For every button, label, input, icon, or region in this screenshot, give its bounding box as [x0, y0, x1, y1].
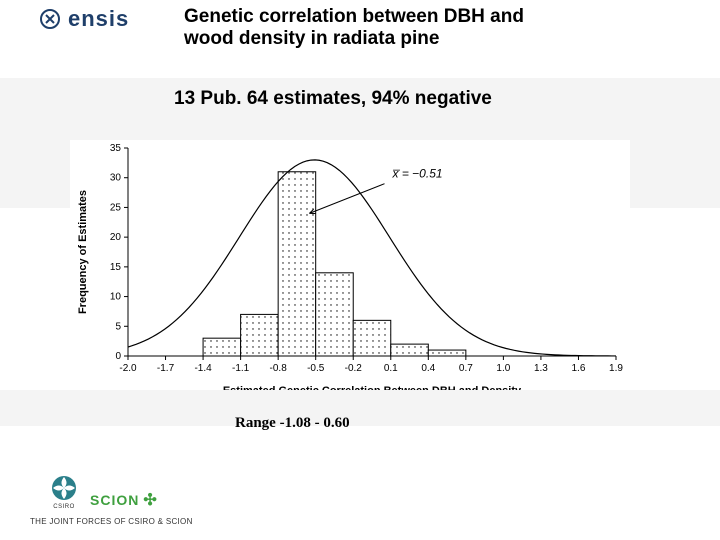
svg-text:15: 15 — [110, 262, 122, 273]
footer-logos: CSIRO SCION ✣ — [50, 474, 158, 510]
scion-logo: SCION ✣ — [90, 490, 158, 510]
title-line-2: wood density in radiata pine — [184, 28, 684, 50]
scion-text: SCION — [90, 492, 139, 508]
svg-text:-1.7: -1.7 — [157, 363, 175, 374]
svg-text:0.7: 0.7 — [459, 363, 473, 374]
svg-text:Frequency of Estimates: Frequency of Estimates — [77, 190, 89, 314]
svg-text:25: 25 — [110, 202, 122, 213]
svg-text:x̅ = −0.51: x̅ = −0.51 — [392, 167, 443, 181]
light-band-lower — [0, 390, 720, 426]
svg-text:35: 35 — [110, 143, 122, 154]
ensis-logo-text: ensis — [68, 6, 129, 32]
svg-text:20: 20 — [110, 232, 122, 243]
svg-text:0: 0 — [115, 351, 121, 362]
ensis-logo-icon — [38, 7, 62, 31]
histogram-chart: 0 5 10 15 20 25 30 35 -2.0 -1.7 -1.4 -1.1 -0.8 -0.5 -0… — [70, 140, 630, 400]
svg-text:-0.5: -0.5 — [307, 363, 325, 374]
csiro-logo-icon — [50, 474, 78, 502]
svg-text:0.4: 0.4 — [421, 363, 435, 374]
csiro-logo: CSIRO — [50, 474, 78, 510]
svg-text:30: 30 — [110, 173, 122, 184]
scion-clover-icon: ✣ — [143, 490, 157, 510]
range-text: Range -1.08 - 0.60 — [235, 415, 350, 432]
svg-text:1.6: 1.6 — [572, 363, 586, 374]
csiro-label: CSIRO — [53, 504, 75, 510]
slide-subtitle: 13 Pub. 64 estimates, 94% negative — [174, 88, 492, 110]
svg-text:-0.2: -0.2 — [345, 363, 363, 374]
svg-text:-1.4: -1.4 — [194, 363, 212, 374]
svg-text:1.3: 1.3 — [534, 363, 548, 374]
svg-text:1.9: 1.9 — [609, 363, 623, 374]
slide-root: ensis Genetic correlation between DBH an… — [0, 0, 720, 540]
footer-tagline: THE JOINT FORCES OF CSIRO & SCION — [30, 517, 193, 526]
svg-text:5: 5 — [115, 321, 121, 332]
title-line-1: Genetic correlation between DBH and — [184, 6, 684, 28]
header-band: ensis Genetic correlation between DBH an… — [0, 0, 720, 78]
svg-text:1.0: 1.0 — [496, 363, 510, 374]
svg-text:10: 10 — [110, 292, 122, 303]
chart-svg: 0 5 10 15 20 25 30 35 -2.0 -1.7 -1.4 -1.1 -0.8 -0.5 -0… — [70, 140, 630, 400]
title-block: Genetic correlation between DBH and wood… — [184, 6, 684, 50]
ensis-logo: ensis — [38, 6, 129, 32]
svg-text:-1.1: -1.1 — [232, 363, 250, 374]
svg-text:0.1: 0.1 — [384, 363, 398, 374]
svg-text:-0.8: -0.8 — [270, 363, 288, 374]
svg-text:-2.0: -2.0 — [119, 363, 137, 374]
